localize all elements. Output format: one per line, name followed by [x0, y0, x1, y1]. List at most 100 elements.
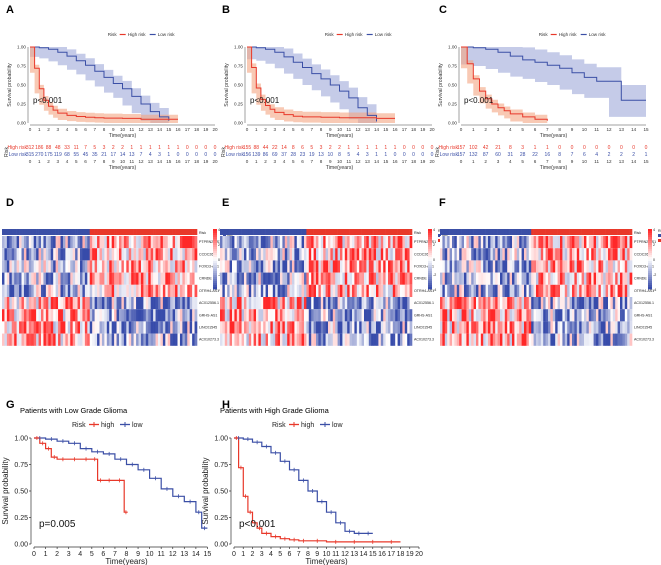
heatmap-cell — [260, 309, 264, 322]
heatmap-cell — [6, 309, 10, 322]
heatmap-cell — [80, 272, 83, 285]
risk-annotation-cell — [488, 229, 491, 235]
heatmap-cell — [4, 309, 8, 322]
risk-count-low: 156 — [243, 152, 252, 158]
heatmap-cell — [316, 272, 319, 285]
heatmap-cell — [376, 248, 379, 261]
heatmap-cell — [268, 236, 271, 249]
heatmap-cell — [409, 236, 413, 249]
heatmap-cell — [383, 272, 386, 285]
heatmap-cell — [342, 236, 346, 249]
heatmap-cell — [552, 272, 556, 285]
heatmap-cell — [41, 260, 44, 273]
heatmap-cell — [464, 284, 467, 297]
heatmap-cell — [241, 272, 245, 285]
heatmap-cell — [588, 248, 592, 261]
heatmap-cell — [473, 236, 477, 249]
y-tick-label: 1.00 — [214, 436, 228, 443]
heatmap-cell — [114, 333, 117, 346]
heatmap-cell — [258, 260, 262, 273]
heatmap-cell — [284, 284, 288, 297]
heatmap-cell — [251, 284, 254, 297]
heatmap-cell — [404, 284, 408, 297]
heatmap-cell — [456, 321, 460, 334]
x-tick-label: 2 — [251, 551, 255, 558]
heatmap-cell — [165, 284, 169, 297]
heatmap-cell — [28, 236, 32, 249]
heatmap-cell — [234, 321, 238, 334]
heatmap-cell — [603, 272, 606, 285]
heatmap-cell — [189, 284, 193, 297]
heatmap-cell — [172, 236, 176, 249]
heatmap-cell — [603, 321, 606, 334]
heatmap-cell — [492, 272, 496, 285]
heatmap-cell — [234, 236, 238, 249]
heatmap-cell — [461, 333, 465, 346]
heatmap-cell — [624, 236, 628, 249]
legend-title: Risk — [272, 422, 286, 429]
heatmap-cell — [392, 236, 396, 249]
color-scale-tick: -4 — [218, 288, 221, 292]
heatmap-cell — [175, 248, 178, 261]
heatmap-cell — [160, 297, 164, 310]
panel-title: Patients with Low Grade Glioma — [20, 406, 128, 415]
x-tick-label: 13 — [365, 127, 371, 132]
heatmap-cell — [516, 236, 520, 249]
y-tick-label: 0.75 — [17, 64, 26, 69]
heatmap-cell — [301, 321, 305, 334]
risk-annotation-cell — [610, 229, 614, 235]
risk-annotation-cell — [251, 229, 254, 235]
risk-count-low: 7 — [140, 152, 143, 158]
heatmap-cell — [306, 309, 310, 322]
heatmap-cell — [41, 321, 44, 334]
heatmap-cell — [485, 260, 489, 273]
heatmap-cell — [622, 236, 626, 249]
heatmap-cell — [502, 272, 506, 285]
heatmap-cell — [409, 272, 413, 285]
legend-low-label: Low risk — [589, 32, 607, 37]
heatmap-cell — [143, 272, 147, 285]
heatmap-cell — [540, 236, 544, 249]
color-scale-step — [648, 239, 652, 242]
heatmap-cell — [92, 260, 95, 273]
heatmap-cell — [87, 309, 91, 322]
gene-label: CRNDE — [634, 277, 647, 281]
gene-label: CCDC26 — [414, 252, 428, 256]
heatmap-cell — [454, 260, 458, 273]
risk-x-tick: 11 — [129, 159, 134, 164]
heatmap-panel-D: PTPRN2-AS1CCDC26FOXD3-AS1CRNDEOTRH4-AS1A… — [2, 228, 234, 346]
heatmap-cell — [490, 297, 494, 310]
heatmap-cell — [354, 333, 358, 346]
heatmap-cell — [468, 333, 472, 346]
heatmap-cell — [67, 309, 71, 322]
heatmap-cell — [388, 236, 391, 249]
heatmap-cell — [572, 321, 575, 334]
heatmap-cell — [236, 297, 240, 310]
risk-annotation-cell — [388, 229, 391, 235]
heatmap-cell — [170, 236, 173, 249]
risk-annotation-cell — [33, 229, 37, 235]
risk-count-high: 5 — [93, 145, 96, 151]
heatmap-cell — [555, 284, 558, 297]
heatmap-cell — [576, 236, 580, 249]
heatmap-cell — [187, 309, 190, 322]
heatmap-cell — [497, 297, 501, 310]
heatmap-cell — [70, 297, 73, 310]
heatmap-cell — [244, 333, 247, 346]
heatmap-cell — [289, 272, 293, 285]
heatmap-cell — [116, 236, 120, 249]
heatmap-cell — [600, 248, 604, 261]
risk-count-low: 0 — [394, 152, 397, 158]
heatmap-cell — [89, 309, 93, 322]
heatmap-cell — [473, 272, 477, 285]
heatmap-cell — [244, 260, 247, 273]
heatmap-cell — [581, 236, 585, 249]
risk-annotation-cell — [356, 229, 360, 235]
heatmap-cell — [126, 333, 130, 346]
risk-legend-low-swatch — [438, 234, 441, 237]
color-scale-step — [428, 247, 432, 250]
x-tick-label: 8 — [103, 127, 106, 132]
heatmap-cell — [158, 333, 161, 346]
heatmap-cell — [92, 284, 95, 297]
risk-count-low: 86 — [263, 152, 269, 158]
